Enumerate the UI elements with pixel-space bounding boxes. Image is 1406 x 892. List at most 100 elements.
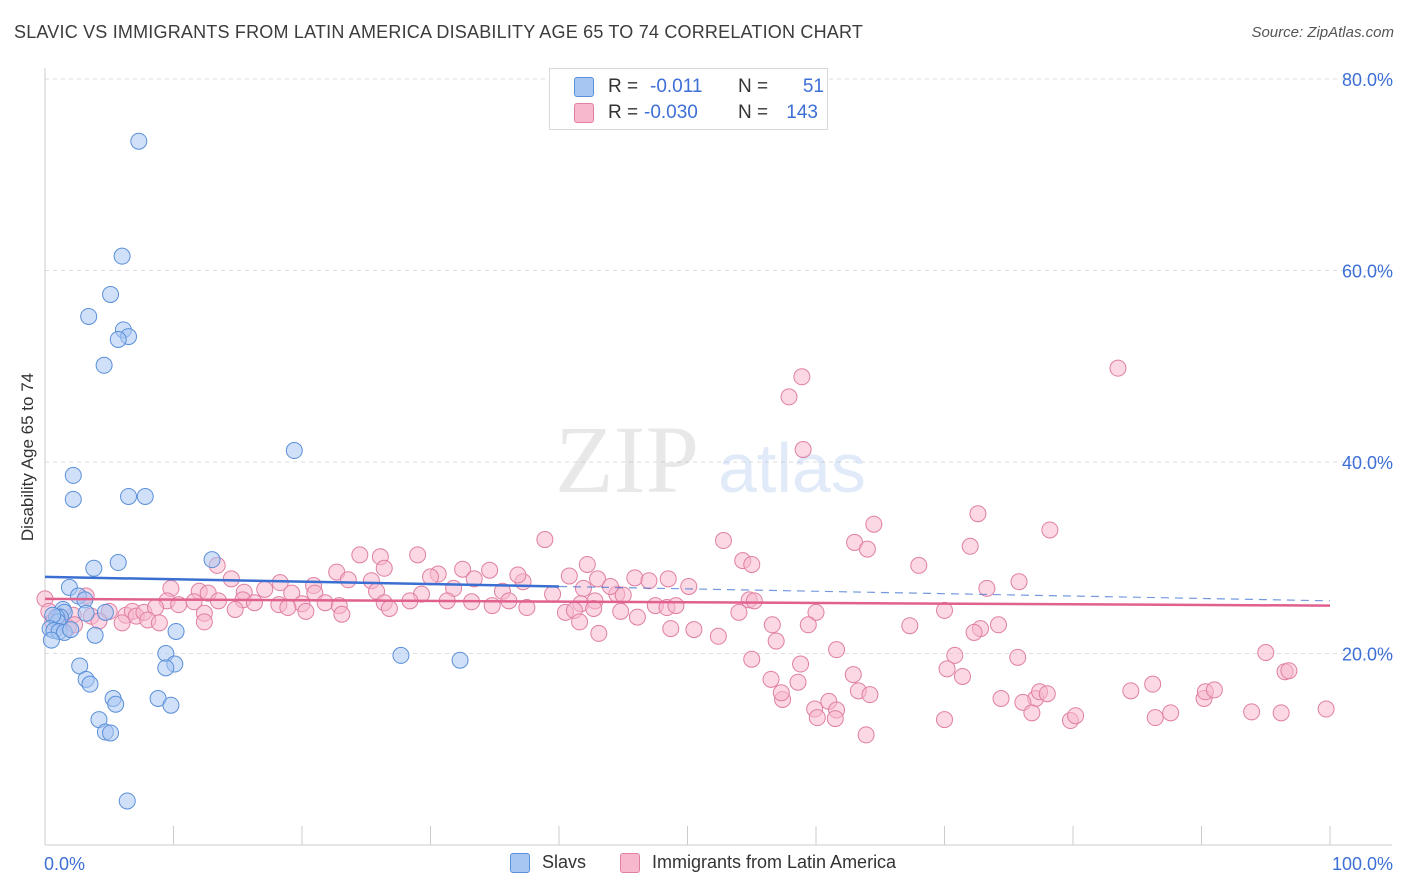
y-axis-label: Disability Age 65 to 74 — [18, 373, 37, 541]
latam-point — [316, 594, 334, 612]
slavs-point — [118, 792, 136, 810]
n-value: 143 — [786, 102, 818, 123]
slavs-point — [285, 442, 303, 460]
latam-point — [226, 600, 244, 618]
slavs-point — [86, 626, 104, 644]
slavs-point — [167, 622, 185, 640]
slavs-point — [109, 330, 127, 348]
latam-point — [150, 614, 168, 632]
latam-point — [1272, 704, 1290, 722]
latam-point — [762, 670, 780, 688]
n-label: N = — [738, 76, 769, 97]
latam-point — [772, 684, 790, 702]
latam-point — [1146, 709, 1164, 727]
tick-labels: 20.0% 40.0% 60.0% 80.0% 0.0% 100.0% — [44, 70, 1393, 874]
r-label: R = — [608, 102, 639, 123]
latam-point — [901, 617, 919, 635]
latam-point — [1205, 681, 1223, 699]
latam-point — [1109, 359, 1127, 377]
legend-swatch-latam — [620, 852, 640, 873]
latam-point — [601, 577, 619, 595]
latam-point — [730, 603, 748, 621]
slavs-swatch — [574, 77, 594, 97]
latam-point — [422, 568, 439, 586]
slavs-point — [162, 696, 180, 714]
slavs-point — [62, 621, 80, 639]
latam-point — [509, 566, 527, 584]
slavs-point — [64, 490, 82, 508]
axes — [44, 68, 1392, 846]
latam-point — [585, 599, 603, 617]
latam-point — [626, 569, 644, 587]
latam-point — [780, 388, 798, 406]
latam-point — [640, 572, 658, 590]
latam-point — [936, 711, 953, 729]
legend-label-slavs: Slavs — [542, 852, 587, 872]
r-label: R = — [608, 76, 639, 97]
latam-point — [1067, 707, 1085, 725]
latam-point — [222, 570, 240, 588]
latam-point — [828, 641, 846, 659]
latam-swatch — [574, 103, 594, 123]
legend-item-latam[interactable]: Immigrants from Latin America — [620, 852, 896, 873]
latam-point — [1243, 703, 1261, 721]
latam-point — [1317, 700, 1335, 718]
latam-point — [380, 599, 398, 617]
latam-point — [590, 624, 608, 642]
slavs-trend-extension — [558, 585, 1331, 602]
latam-point — [743, 650, 761, 668]
x-tick-label-max: 100.0% — [1332, 854, 1393, 874]
latam-point — [454, 560, 472, 578]
latam-point — [910, 556, 928, 574]
latam-point — [113, 614, 131, 632]
latam-point — [808, 709, 826, 727]
slavs-point — [107, 695, 125, 713]
latam-point — [544, 585, 562, 603]
latam-point — [185, 593, 203, 611]
slavs-point — [42, 631, 60, 649]
latam-point — [961, 537, 979, 555]
stats-legend: R = -0.011 N = 51 R = -0.030 N = 143 — [549, 68, 828, 130]
latam-point — [857, 726, 875, 744]
latam-point — [297, 602, 315, 620]
watermark-atlas: atlas — [718, 429, 866, 507]
latam-point — [807, 603, 825, 621]
slavs-point — [102, 285, 120, 303]
stats-row-latam: R = -0.030 N = 143 — [574, 100, 818, 126]
slavs-point — [120, 487, 138, 505]
latam-point — [844, 666, 862, 684]
latam-point — [953, 667, 971, 685]
latam-point — [465, 570, 483, 588]
r-value: -0.030 — [644, 102, 698, 123]
y-tick-label: 20.0% — [1342, 645, 1393, 665]
legend-item-slavs[interactable]: Slavs — [510, 852, 586, 873]
legend-label-latam: Immigrants from Latin America — [652, 852, 897, 872]
latam-point — [1010, 573, 1028, 591]
latam-point — [946, 646, 964, 664]
latam-point — [574, 579, 592, 597]
slavs-point — [392, 646, 410, 664]
latam-point — [1257, 644, 1275, 662]
latam-point — [709, 627, 727, 645]
latam-point — [1009, 648, 1027, 666]
latam-point — [799, 616, 817, 634]
latam-point — [536, 531, 554, 549]
slavs-point — [109, 554, 127, 572]
latam-point — [992, 690, 1010, 708]
x-tick-label-min: 0.0% — [44, 854, 85, 874]
n-label: N = — [738, 102, 769, 123]
latam-point — [256, 580, 274, 598]
latam-point — [680, 577, 698, 595]
slavs-point — [130, 132, 148, 150]
trend-lines — [44, 575, 1331, 607]
latam-point — [714, 532, 732, 550]
slavs-trend-line — [44, 575, 560, 588]
latam-point — [978, 579, 996, 597]
latam-trend-line — [44, 597, 1331, 607]
slavs-point — [96, 603, 114, 621]
slavs-point — [64, 466, 82, 484]
legend: Slavs Immigrants from Latin America — [0, 848, 1406, 880]
slavs-point — [80, 307, 98, 325]
latam-point — [333, 605, 351, 623]
